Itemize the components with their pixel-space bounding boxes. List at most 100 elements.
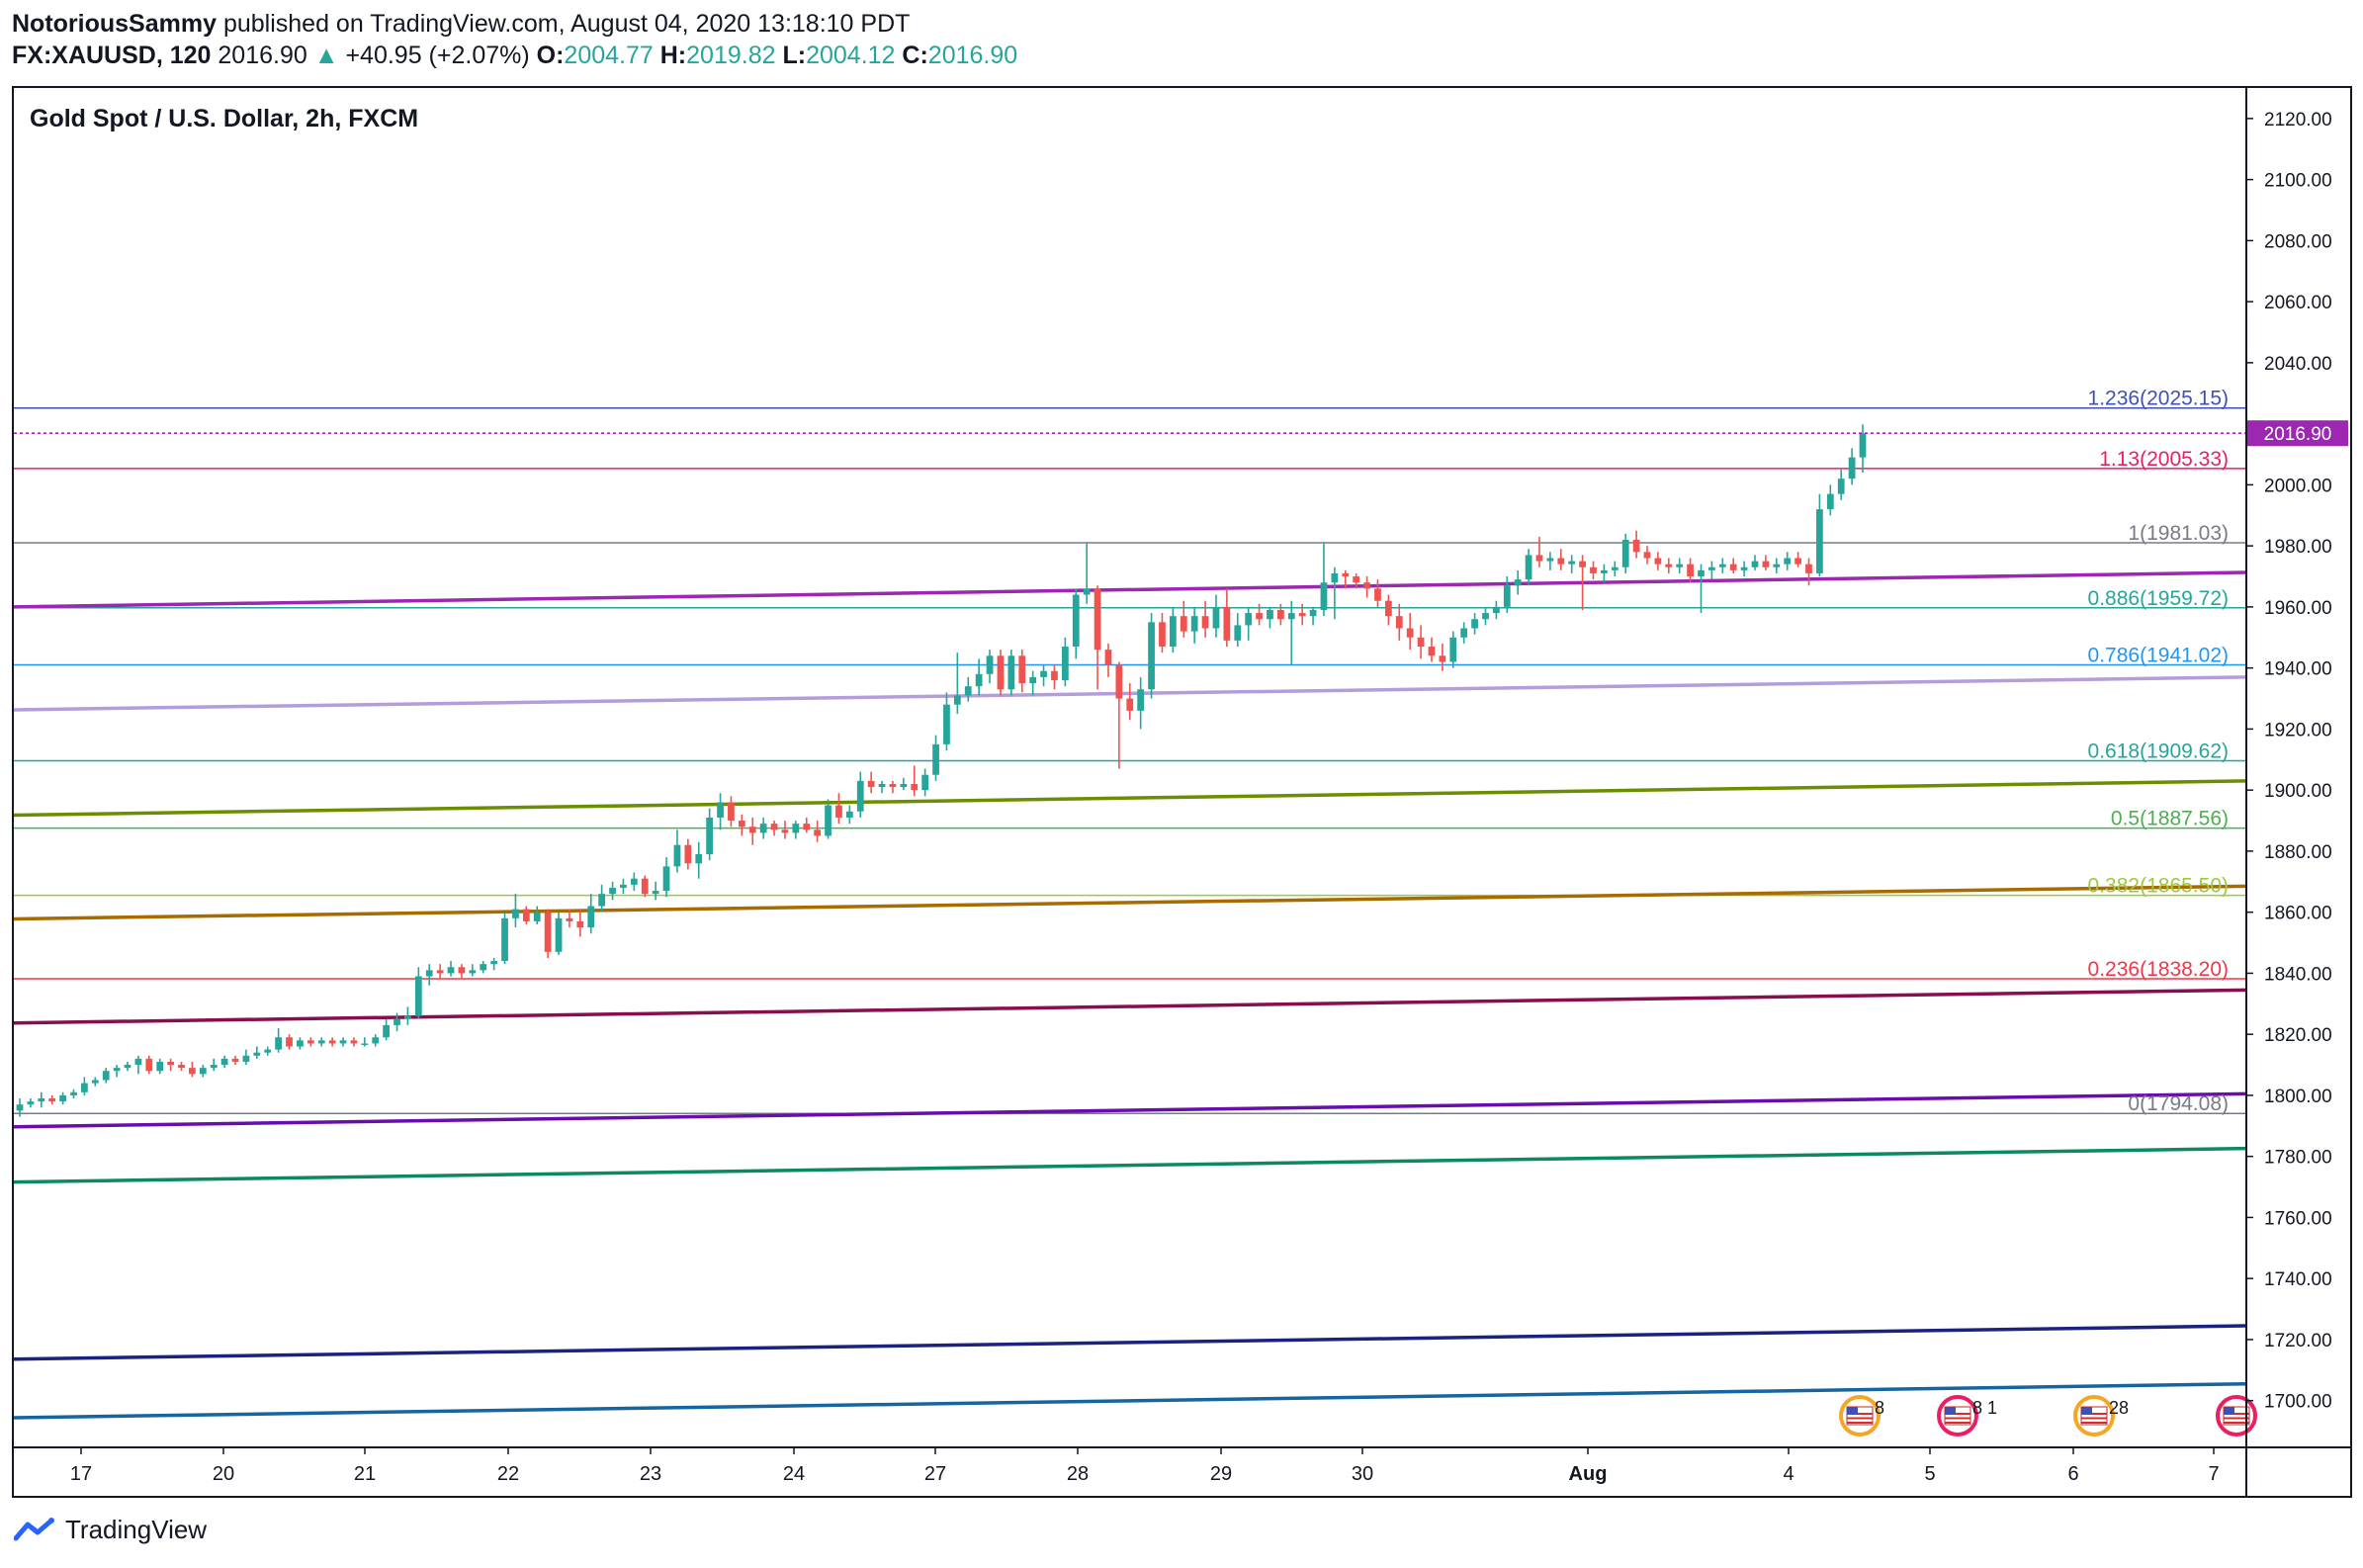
candle-body xyxy=(770,824,778,830)
x-tick-label: 23 xyxy=(640,1463,661,1485)
candle-body xyxy=(695,853,703,864)
flag-canton xyxy=(1847,1407,1858,1415)
fib-level-label: 0(1794.08) xyxy=(2128,1092,2229,1115)
candle-body xyxy=(1525,555,1532,580)
candle-body xyxy=(1676,564,1684,567)
candle-body xyxy=(134,1058,142,1066)
candle-body xyxy=(845,811,853,818)
candle-body xyxy=(911,783,919,791)
candle-body xyxy=(70,1091,77,1095)
trend-line xyxy=(13,988,2246,1025)
candle-body xyxy=(167,1061,174,1066)
candle-body xyxy=(361,1043,369,1045)
candle-body xyxy=(16,1104,24,1111)
candle-body xyxy=(1374,588,1381,601)
candle-body xyxy=(1621,539,1629,567)
fib-level-label: 0.786(1941.02) xyxy=(2088,645,2229,667)
candle-body xyxy=(1794,558,1801,565)
change-up-icon: ▲ xyxy=(313,42,339,69)
candle-body xyxy=(1482,613,1489,620)
candle-body xyxy=(231,1058,239,1062)
candle-body xyxy=(1557,558,1565,565)
x-tick-label: 30 xyxy=(1352,1463,1373,1485)
candle-body xyxy=(1148,622,1155,690)
candle-body xyxy=(178,1065,185,1069)
author-name[interactable]: NotoriousSammy xyxy=(12,10,217,38)
trend-line xyxy=(13,1324,2246,1361)
candle-body xyxy=(91,1080,99,1084)
candle-body xyxy=(1590,566,1597,573)
open-label: O: xyxy=(536,42,565,69)
y-tick-label: 1960.00 xyxy=(2264,598,2332,619)
y-tick-label: 1700.00 xyxy=(2264,1392,2332,1413)
candle-body xyxy=(555,917,563,952)
flag-stripe xyxy=(1945,1417,1970,1420)
candle-body xyxy=(1256,613,1263,620)
candle-body xyxy=(490,961,498,965)
candle-body xyxy=(1245,613,1253,626)
x-tick-label: 27 xyxy=(924,1463,946,1485)
us-flag-icon: 8 xyxy=(1839,1395,1884,1437)
candle-body xyxy=(1309,609,1317,617)
candle-body xyxy=(641,878,649,895)
last-price: 2016.90 xyxy=(218,42,307,69)
candle-body xyxy=(189,1068,196,1075)
candle-body xyxy=(997,655,1005,690)
candle-body xyxy=(328,1040,336,1044)
candle-body xyxy=(286,1037,293,1047)
candle-body xyxy=(306,1040,314,1044)
candles xyxy=(16,424,1867,1117)
candle-body xyxy=(1773,564,1781,567)
candle-body xyxy=(609,887,616,895)
candle-body xyxy=(199,1068,207,1075)
fib-level-label: 1.236(2025.15) xyxy=(2088,388,2229,410)
candle-body xyxy=(1267,609,1273,620)
y-tick-label: 1920.00 xyxy=(2264,720,2332,740)
candle-body xyxy=(1051,670,1058,681)
flag-canton xyxy=(2081,1407,2092,1415)
flag-canton xyxy=(1945,1407,1956,1415)
high-label: H: xyxy=(659,42,687,69)
candle-body xyxy=(1061,647,1069,681)
y-tick-label: 1880.00 xyxy=(2264,842,2332,863)
candle-body xyxy=(943,704,950,744)
candle-body xyxy=(738,821,745,828)
candle-body xyxy=(1331,572,1339,583)
candle-body xyxy=(1363,582,1370,589)
candle-body xyxy=(220,1058,228,1066)
y-tick-label: 1740.00 xyxy=(2264,1269,2332,1290)
event-count: 8 1 xyxy=(1972,1398,1997,1418)
x-tick-label: 24 xyxy=(783,1463,805,1485)
y-tick-label: 1720.00 xyxy=(2264,1331,2332,1351)
y-tick-label: 1840.00 xyxy=(2264,964,2332,985)
candle-body xyxy=(383,1024,390,1038)
candle-body xyxy=(425,970,433,977)
event-count: 8 xyxy=(1875,1398,1884,1418)
candle-body xyxy=(1180,616,1187,632)
candle-body xyxy=(1687,564,1694,577)
y-tick-label: 2080.00 xyxy=(2264,231,2332,252)
symbol-label: FX:XAUUSD, 120 xyxy=(12,42,212,69)
us-flag-icon xyxy=(2216,1395,2257,1437)
candle-body xyxy=(1643,552,1651,559)
candle-body xyxy=(953,695,961,705)
x-tick-label: Aug xyxy=(1569,1463,1608,1485)
candle-body xyxy=(706,817,714,854)
price-axis[interactable]: 2016.90 2120.00 2100.00 2080.00 2060.00 2040.… xyxy=(2246,110,2348,1413)
tradingview-brand[interactable]: TradingView xyxy=(65,1515,208,1544)
flag-stripe xyxy=(1847,1422,1873,1424)
candle-body xyxy=(975,673,983,687)
tradingview-logo-icon[interactable] xyxy=(14,1517,57,1544)
fib-level-label: 0.5(1887.56) xyxy=(2111,808,2229,830)
candle-body xyxy=(1353,576,1360,583)
candle-body xyxy=(921,774,929,791)
candle-body xyxy=(748,827,756,833)
footer: TradingView xyxy=(14,1515,207,1545)
candle-body xyxy=(1805,564,1812,573)
current-price-label: 2016.90 xyxy=(2264,424,2332,445)
time-axis[interactable]: 17 20 21 22 23 24 27 28 29 30 Aug 4 5 6 7 xyxy=(70,1447,2220,1485)
candle-body xyxy=(1276,609,1284,620)
candle-body xyxy=(275,1037,282,1050)
candle-body xyxy=(1298,613,1306,617)
